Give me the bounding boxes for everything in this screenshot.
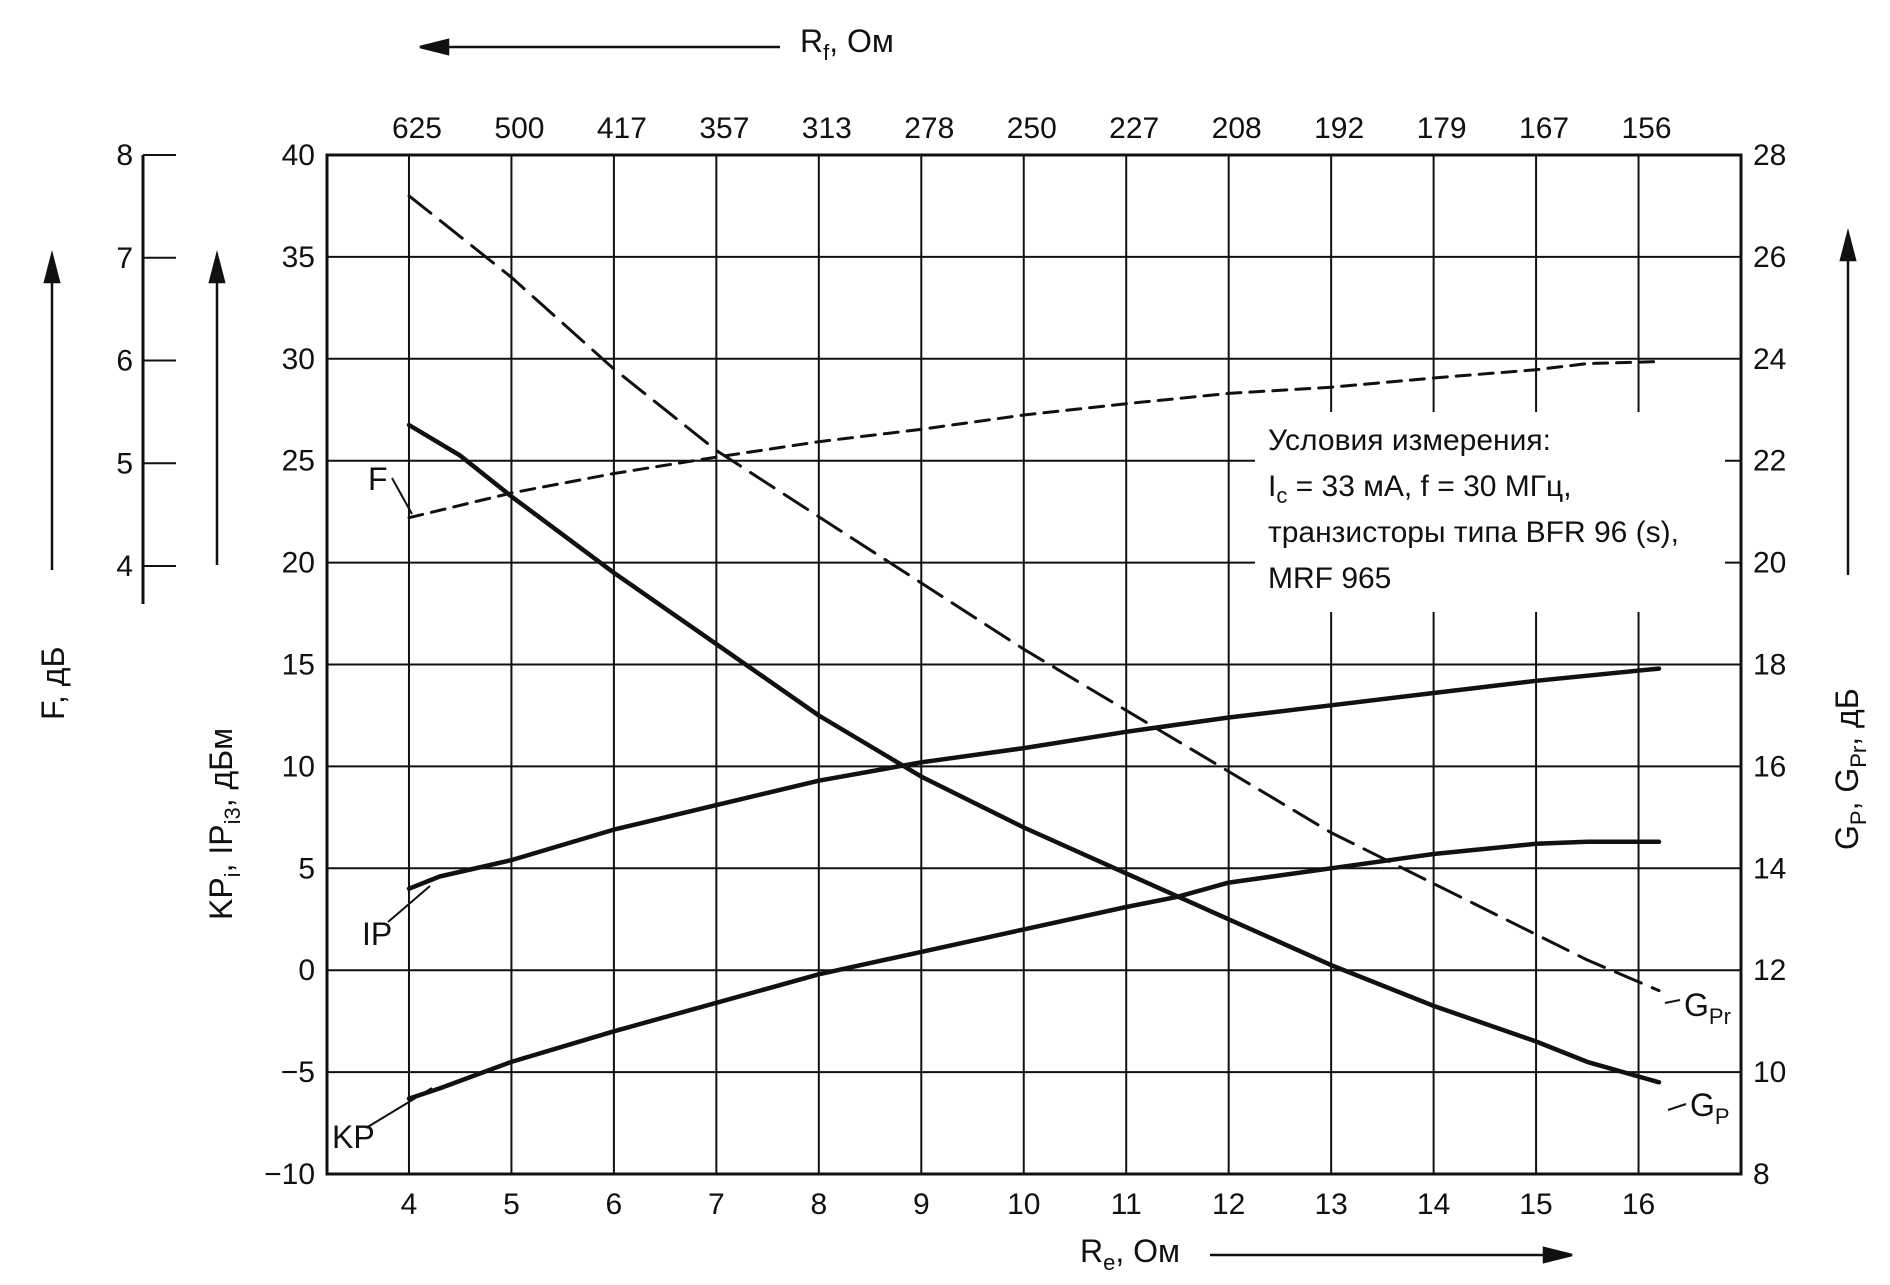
series-label-kp: KP [332, 1119, 375, 1155]
f-tick-label: 4 [116, 550, 133, 583]
f-arrow-head [43, 250, 61, 284]
top-tick-label: 208 [1212, 112, 1262, 145]
top-tick-label: 313 [802, 112, 852, 145]
x-tick-label: 7 [708, 1188, 725, 1221]
left-tick-label: 40 [282, 139, 315, 172]
conditions-title: Условия измерения: [1268, 424, 1551, 457]
top-arrow-head [419, 38, 450, 56]
x-tick-label: 4 [401, 1188, 418, 1221]
series-label-ip: IP [362, 916, 392, 952]
right-tick-label: 22 [1753, 445, 1786, 478]
x-tick-label: 11 [1111, 1188, 1142, 1221]
top-tick-label: 500 [494, 112, 544, 145]
x-axis-title: Re, Ом [1080, 1233, 1180, 1275]
top-axis-title: Rf, Ом [800, 23, 894, 65]
series-label-gp: GP [1690, 1087, 1730, 1129]
series-line-kp [406, 839, 1662, 1101]
left-tick-label: 0 [298, 954, 315, 987]
f-axis-title: F, дБ [35, 647, 71, 720]
leader-gp [1667, 1103, 1687, 1111]
left-tick-label: 20 [282, 547, 315, 580]
f-tick-label: 7 [116, 242, 133, 275]
x-tick-label: 14 [1417, 1188, 1450, 1221]
f-tick-label: 5 [116, 447, 133, 480]
x-tick-label: 10 [1007, 1188, 1040, 1221]
leader-f [391, 477, 413, 515]
top-tick-label: 625 [392, 112, 442, 145]
right-tick-label: 20 [1753, 547, 1786, 580]
series-line-gp [406, 422, 1662, 1085]
top-tick-label: 417 [597, 112, 647, 145]
top-tick-label: 179 [1417, 112, 1467, 145]
left-tick-label: −10 [264, 1158, 315, 1191]
leader-ip [387, 885, 431, 923]
right-tick-label: 18 [1753, 649, 1786, 682]
x-tick-label: 16 [1622, 1188, 1655, 1221]
series-group [406, 194, 1662, 1101]
x-tick-label: 12 [1212, 1188, 1245, 1221]
right-tick-label: 8 [1753, 1158, 1770, 1191]
left-tick-label: 10 [282, 750, 315, 783]
right-axis-title: GP, GPr, дБ [1829, 688, 1871, 850]
left-tick-label: 15 [282, 649, 315, 682]
series-line-ip [406, 666, 1662, 891]
right-tick-label: 14 [1753, 852, 1786, 885]
right-tick-label: 16 [1753, 750, 1786, 783]
leader-gpr [1664, 999, 1681, 1004]
top-tick-label: 192 [1314, 112, 1364, 145]
left-arrow-head [208, 250, 226, 284]
plot-frame [325, 153, 1743, 1176]
bottom-arrow-head [1542, 1246, 1573, 1264]
top-tick-label: 156 [1622, 112, 1672, 145]
grid [327, 154, 1741, 1175]
left-tick-label: −5 [281, 1056, 315, 1089]
conditions-line-3: транзисторы типа BFR 96 (s), [1268, 516, 1679, 549]
right-tick-label: 24 [1753, 343, 1786, 376]
left-axis-title: KPi, IPi3, дБм [203, 728, 245, 920]
right-tick-label: 10 [1753, 1056, 1786, 1089]
top-tick-label: 278 [904, 112, 954, 145]
curve-labels: F IP KP GP GPr [332, 461, 1731, 1155]
leader-kp [365, 1087, 433, 1129]
x-tick-label: 6 [606, 1188, 623, 1221]
series-label-f: F [368, 461, 388, 497]
right-tick-label: 28 [1753, 139, 1786, 172]
top-tick-label: 357 [699, 112, 749, 145]
x-tick-label: 5 [503, 1188, 520, 1221]
x-tick-label: 15 [1519, 1188, 1552, 1221]
f-tick-label: 8 [116, 139, 133, 172]
conditions-line-4: MRF 965 [1268, 562, 1391, 595]
right-arrow-head [1839, 228, 1857, 262]
top-tick-label: 227 [1109, 112, 1159, 145]
left-tick-label: 5 [298, 852, 315, 885]
series-line-gpr [407, 194, 1661, 993]
top-tick-label: 250 [1007, 112, 1057, 145]
f-tick-label: 6 [116, 345, 133, 378]
series-line-f [407, 360, 1661, 520]
measurement-conditions: Условия измерения: Ic = 33 мА, f = 30 МГ… [1255, 412, 1725, 612]
top-tick-label: 167 [1519, 112, 1569, 145]
x-tick-label: 8 [810, 1188, 827, 1221]
direction-arrows [43, 38, 1857, 1264]
conditions-line-2: Ic = 33 мА, f = 30 МГц, [1268, 470, 1572, 508]
x-tick-label: 9 [913, 1188, 930, 1221]
x-tick-label: 13 [1314, 1188, 1347, 1221]
right-tick-label: 12 [1753, 954, 1786, 987]
right-tick-label: 26 [1753, 241, 1786, 274]
left-tick-label: 30 [282, 343, 315, 376]
series-label-gpr: GPr [1684, 987, 1731, 1029]
left-tick-label: 25 [282, 445, 315, 478]
left-tick-label: 35 [282, 241, 315, 274]
axes [141, 153, 1743, 1176]
tick-labels: 4625550064177357831392781025011227122081… [116, 112, 1786, 1221]
